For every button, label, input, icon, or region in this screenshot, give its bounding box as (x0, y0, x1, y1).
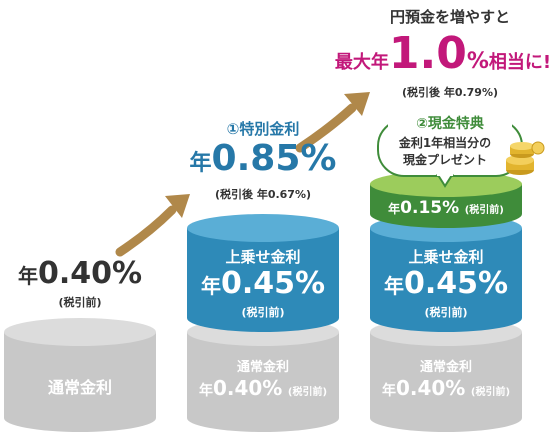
col3-cash-line1: 金利1年相当分の (398, 136, 492, 150)
col2-bonus-prefix: 年 (200, 274, 221, 298)
col3-cash-title: ②現金特典 (388, 113, 512, 133)
col2-after-tax: (税引後 年0.67%) (214, 188, 312, 201)
col1-base-cylinder (4, 318, 156, 432)
col2-base-rate: 年0.40% (税引前) (187, 376, 339, 400)
col3-cash-line2: 現金プレゼント (402, 153, 487, 167)
col2-step-label: ①特別金利 (226, 120, 300, 138)
arrow-2 (295, 92, 370, 153)
col2-bonus-label: 上乗せ金利 (225, 248, 301, 266)
col3-max-percent: % (466, 49, 489, 74)
col2-base-label: 通常金利 (236, 360, 289, 375)
col2-base-cylinder (187, 318, 339, 432)
col2-rate: 年0.85% (180, 138, 346, 179)
col3-bonus-note: (税引前) (424, 306, 468, 319)
col3-max-rate: 最大年1.0%相当に! (330, 28, 556, 79)
col1-rate: 年0.40% (0, 256, 160, 291)
col3-max-prefix: 最大年 (334, 52, 389, 73)
col2-rate-value: 0.85% (211, 138, 337, 179)
col3-bonus-rate: 年0.45% (370, 266, 522, 301)
col1-tax-note: (税引前) (58, 296, 102, 309)
col1-base-label: 通常金利 (47, 378, 112, 397)
coins-icon (506, 141, 545, 175)
col2-bonus-note: (税引前) (241, 306, 285, 319)
arrow-1 (115, 194, 190, 257)
col2-bonus-value: 0.45% (220, 266, 326, 301)
col3-cash-cylinder (370, 171, 522, 228)
col3-bonus-prefix: 年 (383, 274, 404, 298)
col2-bonus-rate: 年0.45% (187, 266, 339, 301)
col3-max-value: 1.0 (388, 28, 467, 79)
col3-cash-rate-prefix: 年 (388, 202, 401, 216)
col3-base-cylinder (370, 318, 522, 432)
col3-after-tax: (税引後 年0.79%) (401, 86, 499, 99)
col2-base-value: 0.40% (212, 376, 283, 400)
col3-base-label: 通常金利 (419, 360, 472, 375)
col3-base-value: 0.40% (395, 376, 466, 400)
col3-intro: 円預金を増やすと (389, 8, 510, 26)
col3-base-note: (税引前) (470, 387, 511, 398)
col3-cash-rate-note: (税引前) (464, 205, 504, 216)
col3-base-prefix: 年 (381, 383, 396, 399)
col1-rate-value: 0.40% (37, 256, 143, 291)
col2-rate-prefix: 年 (189, 151, 212, 176)
col3-bonus-label: 上乗せ金利 (408, 248, 484, 266)
col3-cash-rate: 年0.15% (税引前) (370, 198, 522, 218)
col2-base-note: (税引前) (287, 387, 328, 398)
col3-max-suffix: 相当に! (488, 52, 552, 73)
col3-base-rate: 年0.40% (税引前) (370, 376, 522, 400)
col1-rate-prefix: 年 (17, 264, 38, 288)
col3-cash-rate-value: 0.15% (400, 198, 460, 218)
col2-bonus-cylinder (187, 214, 339, 332)
col2-base-prefix: 年 (198, 383, 213, 399)
col3-bonus-value: 0.45% (403, 266, 509, 301)
